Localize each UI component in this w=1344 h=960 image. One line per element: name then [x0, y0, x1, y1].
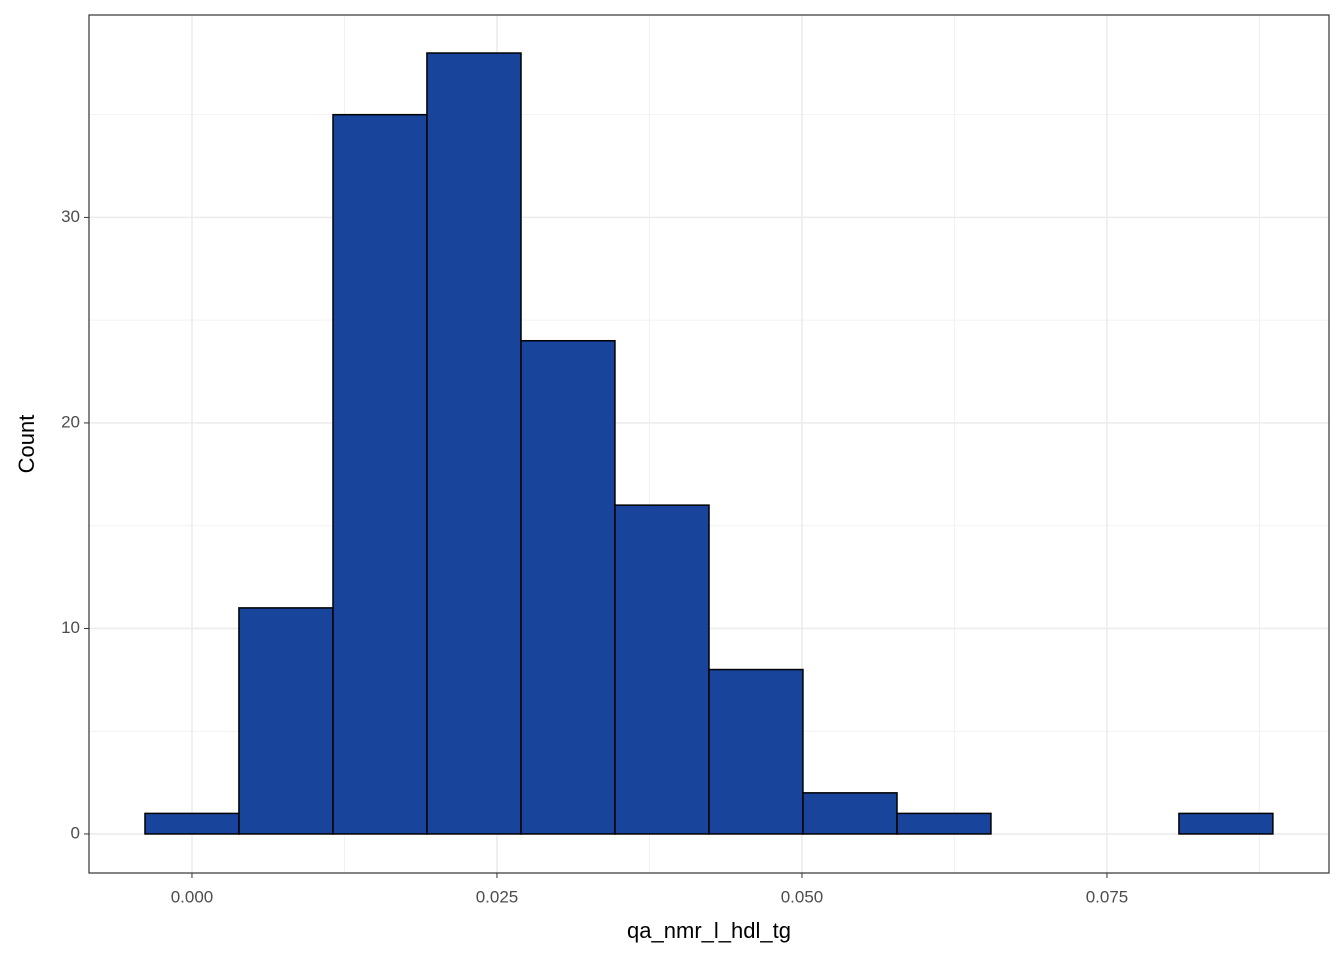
- bar: [802, 792, 898, 835]
- x-tick-label: 0.050: [781, 887, 824, 906]
- x-tick-label: 0.025: [476, 887, 519, 906]
- x-axis-label: qa_nmr_l_hdl_tg: [627, 918, 791, 943]
- bar: [144, 812, 240, 835]
- bar: [614, 504, 710, 835]
- y-tick-label: 10: [61, 618, 80, 637]
- bar: [896, 812, 992, 835]
- y-axis-label: Count: [14, 415, 39, 474]
- bar: [332, 113, 428, 835]
- x-tick-label: 0.000: [171, 887, 214, 906]
- panel-border: [88, 14, 1330, 874]
- bar: [1178, 812, 1274, 835]
- bar: [238, 607, 334, 835]
- x-tick-label: 0.075: [1086, 887, 1129, 906]
- y-tick-label: 20: [61, 412, 80, 431]
- bar: [520, 339, 616, 835]
- y-tick-label: 30: [61, 207, 80, 226]
- bar: [426, 52, 522, 835]
- y-tick-label: 0: [71, 823, 80, 842]
- bar: [708, 668, 804, 835]
